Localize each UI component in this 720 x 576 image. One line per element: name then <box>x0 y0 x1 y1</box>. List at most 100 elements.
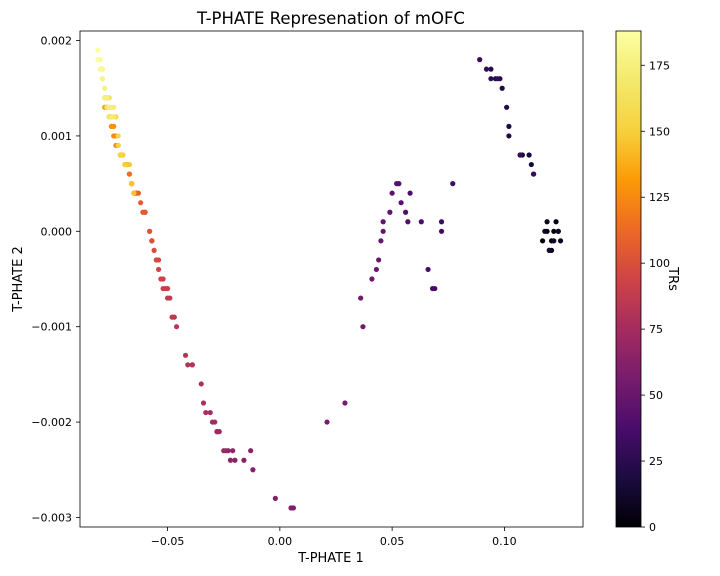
scatter-point <box>288 505 294 511</box>
colorbar: 0 25 50 75 100 125 150 175 TRs <box>615 30 680 534</box>
scatter-point <box>203 409 209 416</box>
x-tick-label: 0.05 <box>380 535 405 548</box>
x-tick-label: 0.00 <box>268 535 293 548</box>
scatter-point <box>506 133 512 139</box>
scatter-point <box>149 238 155 244</box>
plot-area: −0.05 0.00 0.05 0.10 −0.003 −0.002 −0.001 0.00… <box>31 30 584 548</box>
scatter-point <box>153 257 159 263</box>
scatter-point <box>398 200 404 206</box>
chart-title: T-PHATE Represenation of mOFC <box>196 9 465 28</box>
scatter-point <box>403 209 409 215</box>
scatter-point <box>517 152 523 158</box>
scatter-point <box>450 181 456 187</box>
scatter-point <box>342 400 348 406</box>
scatter-point <box>115 142 121 149</box>
scatter-point <box>504 104 510 110</box>
scatter-point <box>376 257 382 263</box>
scatter-point <box>488 66 494 72</box>
scatter-point <box>115 133 121 139</box>
scatter-point <box>499 85 505 91</box>
scatter-point <box>147 228 153 234</box>
scatter-point <box>131 190 137 196</box>
colorbar-tick-label: 50 <box>649 389 663 402</box>
scatter-point <box>102 95 108 101</box>
scatter-point <box>551 228 557 234</box>
scatter-point <box>111 133 117 139</box>
scatter-point <box>272 495 278 501</box>
scatter-point <box>369 276 375 282</box>
scatter-point <box>227 457 234 463</box>
scatter-point <box>164 295 171 301</box>
scatter-point <box>488 76 494 82</box>
scatter-point <box>160 285 166 292</box>
scatter-point <box>557 238 564 244</box>
scatter-point <box>209 419 216 425</box>
scatter-point <box>438 228 445 234</box>
scatter-point <box>542 228 548 234</box>
scatter-point <box>324 419 330 425</box>
scatter-point <box>129 181 135 187</box>
scatter-point <box>405 219 411 225</box>
scatter-point <box>248 448 254 454</box>
y-axis-ticks: −0.003 −0.002 −0.001 0.000 0.001 0.002 <box>31 35 80 524</box>
colorbar-tick-label: 175 <box>649 59 670 72</box>
y-tick-label: −0.002 <box>31 416 72 429</box>
y-tick-label: 0.001 <box>41 130 73 143</box>
colorbar-tick-label: 25 <box>649 455 663 468</box>
scatter-point <box>477 57 483 63</box>
scatter-point <box>126 171 133 177</box>
scatter-point <box>418 219 424 225</box>
scatter-point <box>378 238 384 244</box>
scatter-point <box>389 190 395 196</box>
scatter-point <box>241 457 247 463</box>
scatter-points <box>95 47 564 511</box>
scatter-point <box>158 276 164 282</box>
scatter-point <box>151 247 157 253</box>
y-tick-label: −0.001 <box>31 321 72 334</box>
scatter-point <box>207 409 213 416</box>
colorbar-label: TRs <box>665 266 680 291</box>
scatter-point <box>198 381 204 387</box>
colorbar-tick-label: 150 <box>649 125 670 138</box>
scatter-point <box>528 161 534 168</box>
colorbar-tick-label: 100 <box>649 257 670 270</box>
scatter-point <box>360 324 366 330</box>
scatter-point <box>102 85 108 91</box>
scatter-point <box>483 66 490 72</box>
scatter-point <box>200 400 207 406</box>
x-tick-label: 0.10 <box>492 535 517 548</box>
scatter-point <box>544 219 550 225</box>
x-axis-label: T-PHATE 1 <box>297 551 364 566</box>
scatter-point <box>551 238 557 244</box>
x-tick-label: −0.05 <box>151 535 185 548</box>
scatter-point <box>122 161 128 168</box>
scatter-point <box>173 324 180 330</box>
scatter-point <box>138 200 144 206</box>
scatter-point <box>425 266 431 273</box>
scatter-point <box>155 266 162 273</box>
scatter-point <box>221 448 227 454</box>
scatter-point <box>189 362 195 368</box>
scatter-point <box>495 76 501 82</box>
scatter-point <box>97 66 103 72</box>
scatter-point <box>539 238 546 244</box>
scatter-point <box>380 219 386 225</box>
scatter-point <box>99 76 106 82</box>
x-axis-ticks: −0.05 0.00 0.05 0.10 <box>151 527 517 548</box>
scatter-point <box>185 362 191 368</box>
scatter-point <box>526 152 532 158</box>
y-tick-label: −0.003 <box>31 511 72 524</box>
scatter-point <box>358 295 364 301</box>
scatter-point <box>214 429 220 435</box>
scatter-point <box>546 247 552 253</box>
scatter-point <box>429 285 436 292</box>
scatter-point <box>232 457 238 463</box>
colorbar-tick-label: 75 <box>649 323 663 336</box>
scatter-point <box>438 219 445 225</box>
scatter-point <box>108 123 115 129</box>
scatter-point <box>95 47 101 53</box>
y-tick-label: 0.002 <box>41 35 73 48</box>
scatter-point <box>553 219 559 225</box>
scatter-point <box>169 314 175 320</box>
